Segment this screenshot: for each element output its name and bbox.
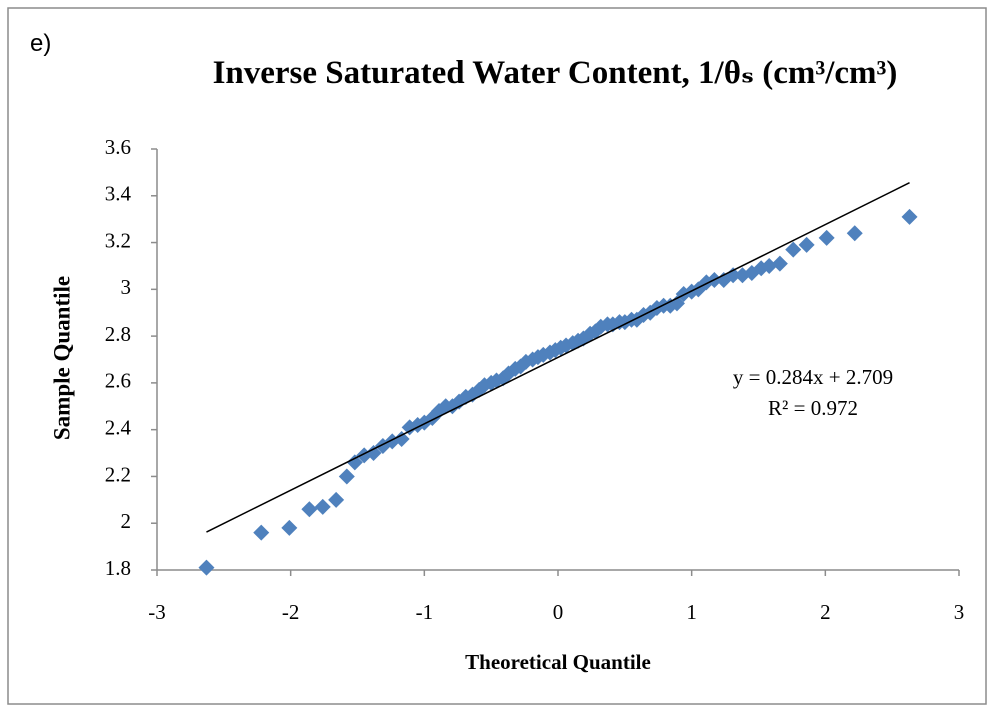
data-point (798, 236, 815, 253)
data-point (846, 225, 863, 242)
y-tick-label: 2.4 (105, 415, 132, 439)
x-tick-label: -3 (148, 600, 166, 624)
y-axis-title: Sample Quantile (49, 276, 74, 440)
chart-title: Inverse Saturated Water Content, 1/θₛ (c… (212, 55, 898, 91)
data-point (771, 255, 788, 272)
data-point (281, 519, 298, 536)
data-point (314, 498, 331, 515)
y-tick-label: 2.6 (105, 369, 131, 393)
trendline-annotation: y = 0.284x + 2.709 (733, 365, 893, 389)
x-tick-label: 3 (954, 600, 965, 624)
data-point (365, 445, 382, 462)
data-point (761, 257, 778, 274)
panel-label: e) (30, 30, 52, 57)
data-point (725, 267, 742, 284)
x-tick-label: 2 (820, 600, 831, 624)
y-tick-label: 2 (121, 509, 132, 533)
y-tick-label: 2.8 (105, 322, 131, 346)
data-point (198, 559, 215, 576)
y-tick-label: 3.6 (105, 135, 131, 159)
x-tick-label: -2 (282, 600, 300, 624)
y-tick-label: 3.2 (105, 228, 131, 252)
y-tick-label: 1.8 (105, 556, 131, 580)
x-tick-label: 0 (553, 600, 564, 624)
trendline-annotation: R² = 0.972 (768, 396, 858, 420)
x-axis-title: Theoretical Quantile (465, 650, 651, 674)
data-point (301, 501, 318, 518)
x-tick-label: -1 (416, 600, 434, 624)
y-tick-label: 3.4 (105, 182, 132, 206)
trendline (206, 182, 910, 533)
data-point (668, 295, 685, 312)
data-point (818, 229, 835, 246)
y-tick-label: 3 (121, 275, 132, 299)
chart-border (7, 7, 987, 705)
data-point (338, 468, 355, 485)
x-tick-label: 1 (686, 600, 697, 624)
data-point (393, 431, 410, 448)
y-tick-label: 2.2 (105, 462, 131, 486)
data-point (346, 454, 363, 471)
data-point (253, 524, 270, 541)
data-point (328, 491, 345, 508)
data-point (901, 208, 918, 225)
data-point (785, 241, 802, 258)
